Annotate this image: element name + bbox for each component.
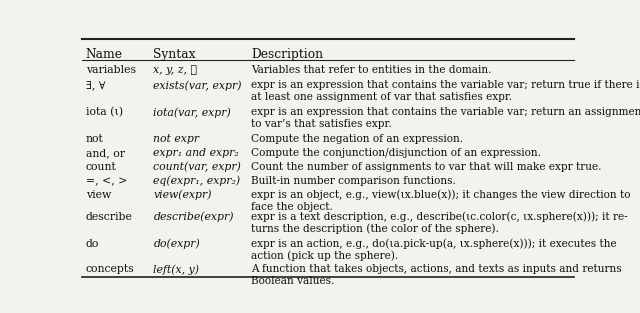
Text: =, <, >: =, <, > xyxy=(86,176,127,186)
Text: Description: Description xyxy=(251,49,323,61)
Text: concepts: concepts xyxy=(86,264,134,275)
Text: variables: variables xyxy=(86,65,136,75)
Text: Count the number of assignments to var that will make expr true.: Count the number of assignments to var t… xyxy=(251,162,602,172)
Text: Compute the conjunction/disjunction of an expression.: Compute the conjunction/disjunction of a… xyxy=(251,148,541,158)
Text: Syntax: Syntax xyxy=(154,49,196,61)
Text: A function that takes objects, actions, and texts as inputs and returns
Boolean : A function that takes objects, actions, … xyxy=(251,264,621,286)
Text: do(expr): do(expr) xyxy=(154,239,200,249)
Text: Name: Name xyxy=(86,49,123,61)
Text: expr is a text description, e.g., describe(ιc.color(c, ιx.sphere(x))); it re-
tu: expr is a text description, e.g., descri… xyxy=(251,212,628,234)
Text: describe: describe xyxy=(86,212,133,222)
Text: view: view xyxy=(86,190,111,200)
Text: count(var, expr): count(var, expr) xyxy=(154,162,241,172)
Text: expr is an expression that contains the variable var; return an assignment
to va: expr is an expression that contains the … xyxy=(251,107,640,129)
Text: expr is an expression that contains the variable var; return true if there is
at: expr is an expression that contains the … xyxy=(251,80,640,102)
Text: expr is an action, e.g., do(ιa.pick-up(a, ιx.sphere(x))); it executes the
action: expr is an action, e.g., do(ιa.pick-up(a… xyxy=(251,239,617,261)
Text: and, or: and, or xyxy=(86,148,125,158)
Text: ∃, ∀: ∃, ∀ xyxy=(86,80,106,90)
Text: Compute the negation of an expression.: Compute the negation of an expression. xyxy=(251,134,463,144)
Text: Built-in number comparison functions.: Built-in number comparison functions. xyxy=(251,176,456,186)
Text: view(expr): view(expr) xyxy=(154,190,212,200)
Text: x, y, z, ⋯: x, y, z, ⋯ xyxy=(154,65,197,75)
Text: expr₁ and expr₂: expr₁ and expr₂ xyxy=(154,148,239,158)
Text: not expr: not expr xyxy=(154,134,200,144)
Text: count: count xyxy=(86,162,116,172)
Text: iota(var, expr): iota(var, expr) xyxy=(154,107,231,118)
Text: iota (ι): iota (ι) xyxy=(86,107,123,117)
Text: eq(expr₁, expr₂): eq(expr₁, expr₂) xyxy=(154,176,241,187)
Text: describe(expr): describe(expr) xyxy=(154,212,234,222)
Text: Variables that refer to entities in the domain.: Variables that refer to entities in the … xyxy=(251,65,492,75)
Text: exists(var, expr): exists(var, expr) xyxy=(154,80,242,90)
Text: not: not xyxy=(86,134,104,144)
Text: expr is an object, e.g., view(ιx.blue(x)); it changes the view direction to
face: expr is an object, e.g., view(ιx.blue(x)… xyxy=(251,190,630,212)
Text: left(x, y): left(x, y) xyxy=(154,264,200,275)
Text: do: do xyxy=(86,239,99,249)
